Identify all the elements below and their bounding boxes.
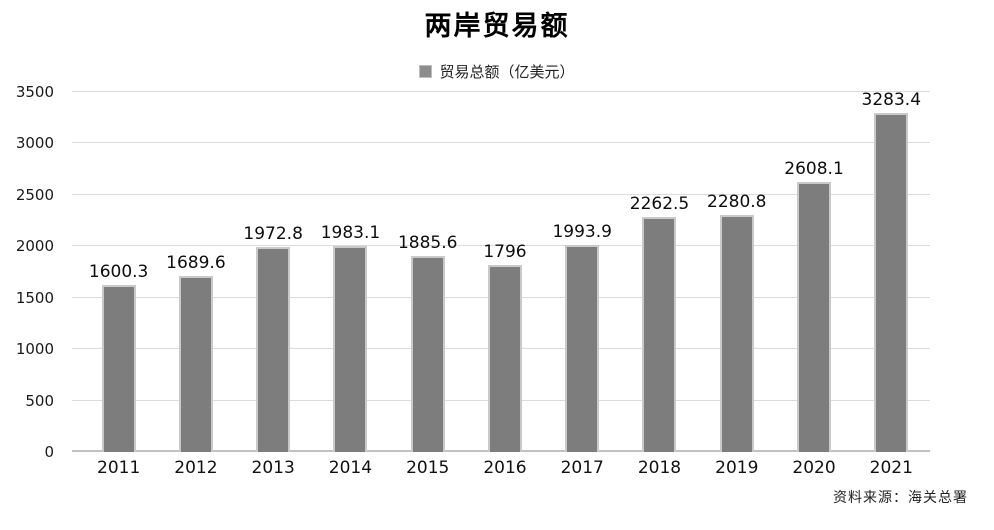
chart-title: 两岸贸易额 <box>424 11 570 42</box>
x-tick-label-2013: 2013 <box>251 458 295 478</box>
y-tick-label-0: 0 <box>44 443 54 461</box>
legend-square-marker-icon <box>419 65 433 78</box>
bar-2013 <box>256 247 291 452</box>
y-axis: 0 500 1000 1500 2000 2500 3000 3500 <box>0 83 70 461</box>
value-label-2021: 3283.4 <box>861 90 922 110</box>
value-label-2017: 1993.9 <box>552 221 612 242</box>
bar-2012 <box>178 276 213 452</box>
source-note: 资料来源：海关总署 <box>833 490 968 506</box>
bar-slot-2019: 2280.8 <box>698 92 775 452</box>
bar-2020 <box>797 181 832 452</box>
legend-label: 贸易总额（亿美元） <box>439 63 575 81</box>
bar-2021 <box>874 113 909 452</box>
y-tick-label-3500: 3500 <box>15 83 54 101</box>
bar-2018 <box>642 217 677 452</box>
bar-slot-2014: 1983.1 <box>312 92 389 452</box>
bar-slot-2016: 1796 <box>466 92 543 452</box>
x-tick-label-2017: 2017 <box>560 458 604 478</box>
value-label-2012: 1689.6 <box>166 253 226 274</box>
gridline-3000 <box>72 142 930 144</box>
y-tick-label-500: 500 <box>25 391 54 410</box>
x-tick-label-2016: 2016 <box>483 458 527 478</box>
bar-2014 <box>333 246 368 452</box>
bars-row: 1600.3 1689.6 1972.8 1983.1 1885.6 1796 1993.9… <box>80 92 930 452</box>
bar-slot-2013: 1972.8 <box>235 92 312 452</box>
value-label-2018: 2262.5 <box>629 194 690 215</box>
x-tick-label-2011: 2011 <box>97 458 141 478</box>
bar-2017 <box>565 244 600 452</box>
value-label-2013: 1972.8 <box>243 224 303 245</box>
x-tick-label-2019: 2019 <box>715 458 759 478</box>
y-tick-label-3000: 3000 <box>15 134 54 153</box>
plot-area: 1600.3 1689.6 1972.8 1983.1 1885.6 1796 1993.9… <box>72 91 930 452</box>
bar-2015 <box>410 256 445 452</box>
bar-slot-2021: 3283.4 <box>853 92 930 452</box>
bar-2016 <box>487 265 522 452</box>
value-label-2020: 2608.1 <box>784 158 844 179</box>
bar-slot-2011: 1600.3 <box>80 92 157 452</box>
x-tick-label-2021: 2021 <box>869 458 913 478</box>
x-axis: 2011 2012 2013 2014 2015 2016 2017 2018 2019 2020… <box>80 458 930 478</box>
value-label-2014: 1983.1 <box>320 223 381 244</box>
x-tick-label-2012: 2012 <box>174 458 218 478</box>
y-tick-label-1500: 1500 <box>15 288 54 307</box>
value-label-2019: 2280.8 <box>707 192 767 213</box>
x-tick-label-2020: 2020 <box>792 458 836 478</box>
x-tick-label-2015: 2015 <box>406 458 450 478</box>
y-tick-label-2000: 2000 <box>15 237 54 256</box>
bar-slot-2012: 1689.6 <box>157 92 234 452</box>
gridline-2000 <box>72 245 930 247</box>
gridline-3500 <box>72 91 930 92</box>
y-tick-label-2500: 2500 <box>15 185 54 204</box>
value-label-2016: 1796 <box>483 242 527 263</box>
bar-slot-2017: 1993.9 <box>544 92 621 452</box>
value-label-2011: 1600.3 <box>88 262 149 283</box>
x-tick-label-2014: 2014 <box>328 458 373 478</box>
bar-2019 <box>719 215 754 452</box>
y-tick-label-1000: 1000 <box>15 340 54 359</box>
value-label-2015: 1885.6 <box>397 233 458 254</box>
bar-2011 <box>101 285 136 452</box>
chart-legend: 贸易总额（亿美元） <box>0 61 994 82</box>
bar-slot-2020: 2608.1 <box>775 92 852 452</box>
x-tick-label-2018: 2018 <box>637 458 682 478</box>
gridline-2500 <box>72 193 930 195</box>
bar-slot-2015: 1885.6 <box>389 92 466 452</box>
bar-slot-2018: 2262.5 <box>621 92 698 452</box>
